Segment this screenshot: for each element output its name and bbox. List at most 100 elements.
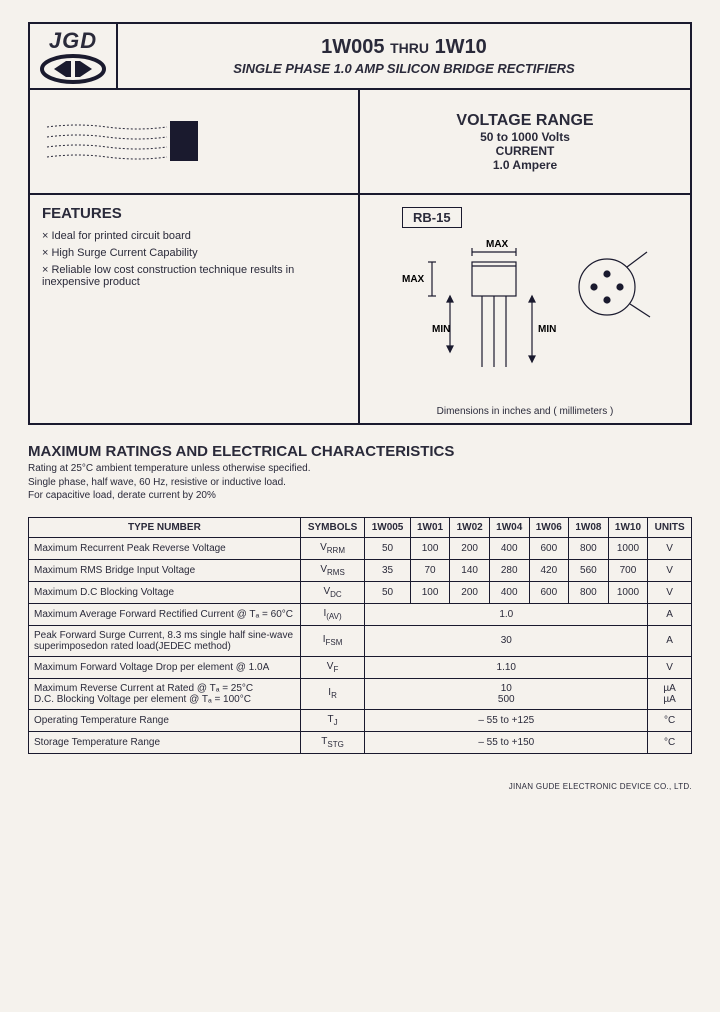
cell-unit: V (648, 559, 692, 581)
ratings-note-line: Rating at 25°C ambient temperature unles… (28, 463, 310, 474)
features-cell: FEATURES Ideal for printed circuit board… (30, 195, 358, 423)
features-heading: FEATURES (42, 205, 346, 222)
cell-symbol: IFSM (300, 625, 364, 656)
ratings-note: Rating at 25°C ambient temperature unles… (28, 462, 692, 503)
upper-grid: FEATURES Ideal for printed circuit board… (30, 90, 690, 423)
cell-symbol: VRMS (300, 559, 364, 581)
th-col: 1W04 (489, 517, 529, 537)
cell-value: 50 (365, 537, 411, 559)
logo: JGD (30, 24, 118, 88)
feature-item: Ideal for printed circuit board (42, 230, 346, 242)
cell-param: Maximum Average Forward Rectified Curren… (29, 603, 301, 625)
cell-value: 140 (450, 559, 490, 581)
title-block: 1W005 THRU 1W10 SINGLE PHASE 1.0 AMP SIL… (118, 30, 690, 82)
ratings-note-line: Single phase, half wave, 60 Hz, resistiv… (28, 477, 286, 488)
cell-unit: V (648, 656, 692, 678)
cell-value: 600 (529, 581, 569, 603)
th-col: 1W005 (365, 517, 411, 537)
th-col: 1W02 (450, 517, 490, 537)
th-col: 1W06 (529, 517, 569, 537)
package-label: RB-15 (402, 207, 462, 228)
cell-param: Maximum D.C Blocking Voltage (29, 581, 301, 603)
cell-unit: °C (648, 709, 692, 731)
th-col: 1W08 (569, 517, 609, 537)
cell-unit: µAµA (648, 678, 692, 709)
voltage-range-heading: VOLTAGE RANGE (456, 112, 593, 130)
cell-value: 100 (410, 537, 450, 559)
page-frame: JGD 1W005 THRU 1W10 SINGLE PHASE 1.0 AMP… (28, 22, 692, 425)
package-cell: RB-15 (360, 195, 690, 423)
feature-item: High Surge Current Capability (42, 247, 346, 259)
cell-param: Operating Temperature Range (29, 709, 301, 731)
cell-value: 35 (365, 559, 411, 581)
cell-value: 50 (365, 581, 411, 603)
title-part-b: 1W10 (435, 36, 487, 58)
ratings-section: MAXIMUM RATINGS AND ELECTRICAL CHARACTER… (28, 443, 692, 754)
logo-icon (40, 54, 106, 84)
cell-value: 560 (569, 559, 609, 581)
spec-thead: TYPE NUMBER SYMBOLS 1W005 1W01 1W02 1W04… (29, 517, 692, 537)
package-diagram: MAX MAX MIN MIN (372, 232, 672, 397)
cell-unit: V (648, 581, 692, 603)
cell-value-span: – 55 to +125 (365, 709, 648, 731)
cell-param: Maximum Reverse Current at Rated @ Tₐ = … (29, 678, 301, 709)
cell-unit: A (648, 603, 692, 625)
dim-max: MAX (486, 239, 509, 250)
cell-param: Maximum Recurrent Peak Reverse Voltage (29, 537, 301, 559)
dimensions-note: Dimensions in inches and ( millimeters ) (372, 406, 678, 417)
title-thru: THRU (390, 40, 429, 56)
cell-unit: A (648, 625, 692, 656)
cell-unit: °C (648, 731, 692, 753)
table-row: Maximum Reverse Current at Rated @ Tₐ = … (29, 678, 692, 709)
voltage-range-current-label: CURRENT (496, 144, 555, 158)
table-row: Maximum Average Forward Rectified Curren… (29, 603, 692, 625)
cell-value: 400 (489, 537, 529, 559)
cell-value-span: 1.10 (365, 656, 648, 678)
dim-min: MIN (538, 324, 556, 335)
cell-param: Maximum RMS Bridge Input Voltage (29, 559, 301, 581)
table-row: Maximum D.C Blocking VoltageVDC501002004… (29, 581, 692, 603)
logo-text: JGD (40, 28, 106, 54)
cell-value-span: 10500 (365, 678, 648, 709)
voltage-range-volts: 50 to 1000 Volts (480, 130, 570, 144)
th-type: TYPE NUMBER (29, 517, 301, 537)
cell-value: 200 (450, 581, 490, 603)
cell-value: 420 (529, 559, 569, 581)
cell-value: 700 (608, 559, 648, 581)
footer-text: JINAN GUDE ELECTRONIC DEVICE CO., LTD. (28, 782, 692, 791)
cell-value: 1000 (608, 581, 648, 603)
cell-value-span: 1.0 (365, 603, 648, 625)
voltage-range-current: 1.0 Ampere (493, 158, 557, 172)
spec-tbody: Maximum Recurrent Peak Reverse VoltageVR… (29, 537, 692, 753)
cell-param: Storage Temperature Range (29, 731, 301, 753)
table-row: Storage Temperature RangeTSTG– 55 to +15… (29, 731, 692, 753)
table-row: Maximum Recurrent Peak Reverse VoltageVR… (29, 537, 692, 559)
cell-symbol: I(AV) (300, 603, 364, 625)
cell-symbol: TSTG (300, 731, 364, 753)
cell-symbol: TJ (300, 709, 364, 731)
th-symbols: SYMBOLS (300, 517, 364, 537)
spec-table: TYPE NUMBER SYMBOLS 1W005 1W01 1W02 1W04… (28, 517, 692, 754)
cell-symbol: IR (300, 678, 364, 709)
cell-symbol: VRRM (300, 537, 364, 559)
cell-param: Maximum Forward Voltage Drop per element… (29, 656, 301, 678)
product-drawing (42, 107, 252, 177)
features-list: Ideal for printed circuit board High Sur… (42, 230, 346, 288)
left-column: FEATURES Ideal for printed circuit board… (30, 90, 360, 423)
cell-param: Peak Forward Surge Current, 8.3 ms singl… (29, 625, 301, 656)
cell-value: 1000 (608, 537, 648, 559)
ratings-heading: MAXIMUM RATINGS AND ELECTRICAL CHARACTER… (28, 443, 692, 460)
cell-value-span: 30 (365, 625, 648, 656)
cell-value: 600 (529, 537, 569, 559)
product-image-cell (30, 90, 358, 195)
th-units: UNITS (648, 517, 692, 537)
cell-unit: V (648, 537, 692, 559)
table-row: Peak Forward Surge Current, 8.3 ms singl… (29, 625, 692, 656)
table-row: Maximum Forward Voltage Drop per element… (29, 656, 692, 678)
feature-item: Reliable low cost construction technique… (42, 264, 346, 288)
cell-value: 400 (489, 581, 529, 603)
right-column: VOLTAGE RANGE 50 to 1000 Volts CURRENT 1… (360, 90, 690, 423)
cell-value-span: – 55 to +150 (365, 731, 648, 753)
voltage-range-cell: VOLTAGE RANGE 50 to 1000 Volts CURRENT 1… (360, 90, 690, 195)
cell-value: 100 (410, 581, 450, 603)
